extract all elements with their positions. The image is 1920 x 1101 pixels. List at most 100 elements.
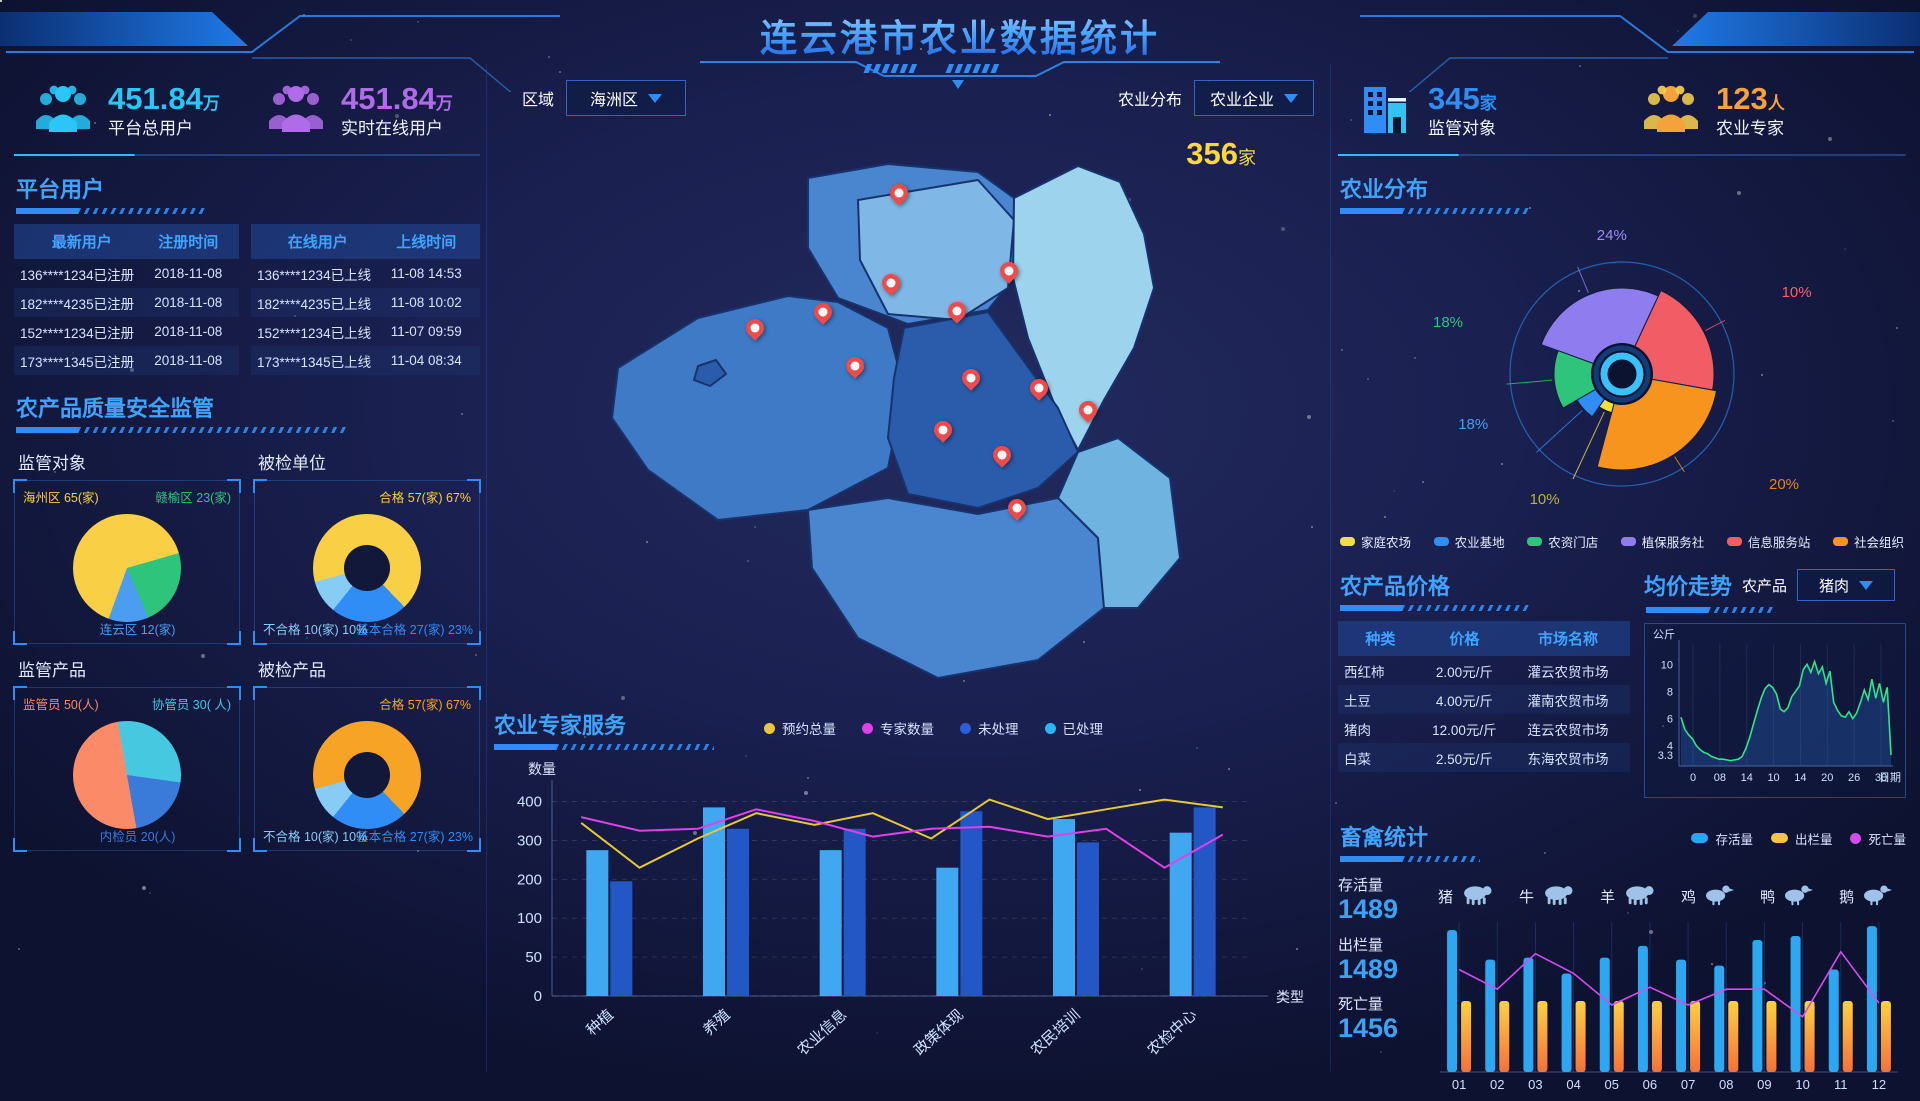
enterprise-count-badge: 356家 — [1186, 136, 1256, 172]
svg-text:03: 03 — [1528, 1077, 1542, 1092]
region-select[interactable]: 海洲区 — [566, 80, 687, 116]
chart-card: 合格 57(家) 67% 基本合格 27(家) 23% 不合格 10(家) 10% — [253, 686, 481, 852]
legend-item[interactable]: 未处理 — [960, 718, 1019, 738]
legend-chip — [1832, 537, 1848, 546]
legend-item[interactable]: 专家数量 — [862, 718, 934, 738]
rose-pct-label: 20% — [1769, 476, 1800, 493]
animal-tab-羊[interactable]: 羊 — [1600, 881, 1655, 911]
stat-label: 平台总用户 — [108, 119, 193, 139]
title-underline-decoration — [1340, 208, 1530, 214]
svg-text:14: 14 — [1794, 772, 1806, 784]
quality-chart-cell: 监管产品 监管员 50(人) 协管员 30( 人) 内检员 20(人) — [13, 650, 241, 852]
section-divider — [1338, 154, 1906, 156]
svg-text:30: 30 — [1875, 772, 1887, 784]
table-cell: 灌云农贸市场 — [1527, 664, 1609, 680]
stat-item: 451.84万 平台总用户 — [14, 81, 247, 138]
legend-item[interactable]: 植保服务社 — [1620, 532, 1705, 551]
legend-item[interactable]: 出栏量 — [1770, 829, 1833, 848]
poultry-animal-icon — [1860, 881, 1893, 911]
rose-pct-label: 10% — [1529, 491, 1560, 508]
livestock-stat-label: 出栏量 — [1338, 936, 1384, 954]
legend-label: 信息服务站 — [1747, 536, 1811, 550]
legend-item[interactable]: 预约总量 — [764, 718, 836, 738]
table-cell: 东海农贸市场 — [1527, 751, 1609, 767]
region-control: 区域 海洲区 — [522, 80, 687, 116]
table-header-row: 种类 价格 市场名称 — [1338, 621, 1630, 656]
table-header-cell: 价格 — [1449, 631, 1480, 648]
corner-bracket — [253, 838, 267, 852]
legend-chip — [960, 722, 971, 734]
corner-bracket — [13, 838, 27, 852]
livestock-legend: 存活量 出栏量 死亡量 — [1691, 829, 1906, 848]
legend-chip — [1770, 833, 1788, 843]
section-title-quality: 农产品质量安全监管 — [16, 396, 215, 421]
title-underline-decoration — [494, 744, 714, 750]
section-title-platform-users: 平台用户 — [16, 177, 105, 202]
experts-icon — [1644, 85, 1698, 132]
svg-text:04: 04 — [1566, 1077, 1580, 1092]
legend-chip — [764, 722, 775, 734]
table-row: 136****1234已注册 2018-11-08 — [14, 259, 239, 288]
table-cell: 173****1345已注册 — [20, 354, 135, 370]
stat-value: 451.84 — [341, 81, 436, 117]
animal-tab-鸭[interactable]: 鸭 — [1760, 881, 1814, 911]
svg-text:12: 12 — [1872, 1077, 1886, 1092]
legend-label: 死亡量 — [1868, 832, 1906, 847]
legend-item[interactable]: 农业基地 — [1433, 532, 1505, 551]
table-cell: 12.00元/斤 — [1432, 722, 1497, 738]
slice-label: 监管员 50(人) — [23, 698, 99, 712]
animal-tab-猪[interactable]: 猪 — [1438, 881, 1493, 911]
legend-item[interactable]: 存活量 — [1691, 829, 1753, 848]
animal-tab-牛[interactable]: 牛 — [1519, 881, 1574, 911]
corner-bracket — [227, 479, 241, 493]
legend-item[interactable]: 死亡量 — [1850, 829, 1906, 848]
header-decoration — [0, 12, 1920, 92]
legend-item[interactable]: 社会组织 — [1832, 532, 1904, 551]
chevron-down-icon — [1284, 93, 1298, 103]
table-cell: 2018-11-08 — [154, 324, 223, 339]
legend-label: 植保服务社 — [1641, 536, 1705, 550]
animal-tab-鹅[interactable]: 鹅 — [1839, 881, 1893, 911]
table-row: 猪肉 12.00元/斤 连云农贸市场 — [1338, 714, 1630, 743]
livestock-chart: 01 02 03 04 05 06 07 08 09 10 11 12 — [1440, 922, 1898, 1092]
table-cell: 白菜 — [1344, 751, 1371, 767]
table-row: 152****1234已注册 2018-11-08 — [14, 317, 239, 346]
legend-item[interactable]: 已处理 — [1044, 718, 1103, 738]
chart-title: 监管产品 — [18, 661, 86, 680]
legend-chip — [1726, 537, 1742, 546]
legend-item[interactable]: 信息服务站 — [1726, 532, 1811, 551]
rose-pct-label: 10% — [1781, 284, 1812, 301]
livestock-stat-label: 死亡量 — [1338, 996, 1384, 1014]
supervision-stats-row: 345家 监管对象 123人 农业专家 — [1338, 66, 1906, 154]
legend-item[interactable]: 家庭农场 — [1340, 532, 1411, 551]
legend-item[interactable]: 农资门店 — [1527, 532, 1598, 551]
table-header-row: 最新用户 注册时间 — [14, 224, 239, 259]
legend-label: 出栏量 — [1794, 832, 1833, 847]
slice-label: 合格 57(家) 67% — [379, 698, 471, 712]
product-select[interactable]: 猪肉 — [1797, 569, 1896, 601]
animal-label: 牛 — [1519, 888, 1535, 906]
stat-item: 123人 农业专家 — [1622, 81, 1906, 138]
svg-text:01: 01 — [1452, 1077, 1466, 1092]
price-trend-chart-frame: 公斤 10 8 6 4 3.3 0 08 14 10 14 20 26 30 日期 — [1644, 623, 1906, 798]
animal-tab-鸡[interactable]: 鸡 — [1681, 881, 1735, 911]
title-underline-decoration — [16, 208, 206, 214]
corner-bracket — [253, 479, 267, 493]
distribution-select[interactable]: 农业企业 — [1194, 80, 1314, 116]
rose-chart-svg — [1506, 261, 1735, 487]
svg-text:8: 8 — [1667, 686, 1673, 698]
svg-text:日期: 日期 — [1879, 771, 1901, 784]
stat-unit: 万 — [435, 94, 453, 114]
livestock-stat-value: 1489 — [1338, 953, 1399, 984]
svg-text:公斤: 公斤 — [1653, 628, 1675, 641]
svg-text:4: 4 — [1667, 741, 1673, 753]
svg-text:11: 11 — [1834, 1077, 1848, 1092]
legend-label: 未处理 — [978, 722, 1019, 737]
svg-text:农业信息: 农业信息 — [794, 1006, 850, 1059]
legend-chip — [862, 722, 873, 734]
table-cell: 11-07 09:59 — [390, 324, 462, 339]
table-row: 173****1345已注册 2018-11-08 — [14, 346, 239, 375]
distribution-control: 农业分布 农业企业 — [1118, 80, 1314, 116]
legend-chip — [1340, 537, 1355, 546]
